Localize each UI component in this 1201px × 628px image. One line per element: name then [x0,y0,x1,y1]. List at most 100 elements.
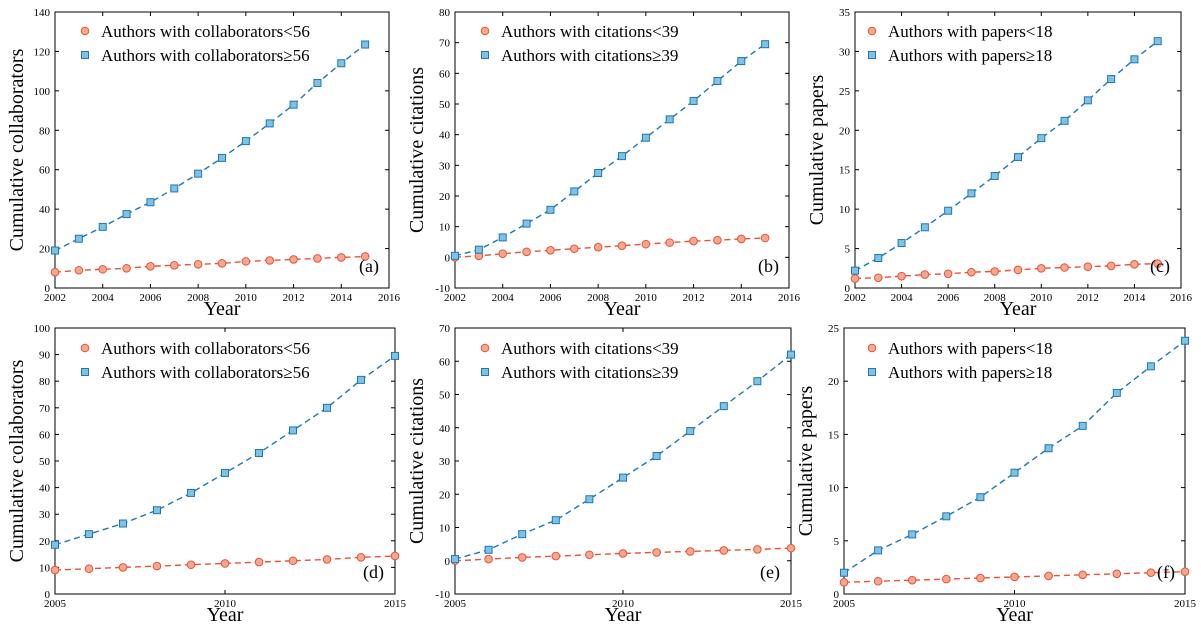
panel-2-ytick-label: 10 [439,222,451,234]
panel-3-series-high-point [944,206,953,215]
panel-4-series-low-point [288,556,298,566]
panel-6-series-high-point [1078,421,1087,430]
panel-3-series-low-point [897,271,906,281]
panel-3-ytick-label: 5 [845,244,851,256]
panel-5-series-low-point [484,554,493,564]
panel-2-series-high-point [594,169,603,177]
panel-3-series-low-point [1130,260,1139,269]
panel-5-legend-marker [480,343,490,353]
panel-4-series-low-point [220,559,230,568]
panel-6-series-high-point [840,568,848,577]
panel-6-xtick-label: 2010 [1004,598,1027,610]
panel-2-legend-marker [481,51,489,59]
panel-6-xtick-label: 2015 [1174,598,1197,610]
panel-4-ytick-label: 0 [45,589,51,601]
panel-1-label: (a) [359,256,379,277]
panel-5-series-high-point [551,516,560,525]
panel-4-ytick-label: 40 [39,483,51,495]
panel-3-xtick-label: 2004 [891,292,914,304]
panel-5-series-high-point [686,427,695,436]
panel-2-legend-entry: Authors with citations<39 [501,22,679,41]
panel-4-series-low-point [322,555,332,564]
panel-2-ytick-label: 70 [439,38,451,50]
panel-2-xtick-label: 2014 [730,292,753,304]
panel-1-ytick-label: 140 [34,7,51,19]
panel-4-series-high-point [255,449,263,458]
panel-6-ytick-label: 5 [834,536,840,548]
panel-3-series-low-point [1013,265,1023,275]
panel-2-ylabel: Cumulative citations [406,67,428,233]
panel-1-series-high-point [337,59,346,68]
panel-2-series-low-point [522,247,531,257]
panel-3-series-high-point [1037,134,1046,143]
panel-5-series-low-point [719,546,729,555]
panel-6-series-low-point [1146,568,1156,578]
panel-2-legend-entry: Authors with citations≥39 [501,46,678,65]
panel-3-series-low-point [873,273,883,283]
panel-1-series-low-point [360,252,370,261]
panel-2-series-low-point [760,233,770,243]
panel-4-ytick-label: 70 [39,403,51,415]
panel-1-xtick-label: 2012 [283,292,305,304]
panel-1-legend-entry: Authors with collaborators≥56 [101,46,310,65]
panel-5-ytick-label: 30 [439,456,451,468]
panel-1-series-high-point [289,100,298,109]
panel-1-series-high-point [265,119,274,128]
panel-3-legend-entry: Authors with papers<18 [888,22,1052,41]
panel-1-series-high-point [74,234,83,243]
panel-3-ytick-label: 30 [839,46,851,58]
panel-3-ytick-label: 20 [839,125,851,137]
panel-4-series-low-point [390,551,400,561]
panel-4-xtick-label: 2005 [44,598,67,610]
panel-2-xtick-label: 2006 [539,292,562,304]
panel-1-ytick-label: 60 [39,165,51,177]
panel-2-xlabel: Year [604,298,641,320]
panel-5-series-low-point [685,547,695,556]
panel-4-series-low-point [186,560,196,570]
panel-4-legend-entry: Authors with collaborators≥56 [101,363,310,382]
panel-3-series-low-point [967,267,976,277]
panel-5-xtick-label: 2015 [780,598,803,610]
panel-4-xlabel: Year [207,604,244,626]
panel-6-series-low-point [1010,572,1019,582]
panel-6-legend-entry: Authors with papers<18 [888,339,1052,358]
panel-1-xtick-label: 2002 [44,292,66,304]
panel-5-ytick-label: 50 [439,390,451,402]
panel-1-series-high-point [51,246,59,255]
panel-6-series-low-point [907,575,917,585]
panel-1-plot-frame [54,11,390,289]
panel-3-plot-frame [854,11,1182,289]
panel-3-series-high-point [1153,37,1162,46]
panel-3-xtick-label: 2006 [937,292,960,304]
panel-1-series-low-point [146,262,155,271]
panel-6-xlabel: Year [996,604,1033,626]
panel-6-legend-marker [868,368,876,376]
panel-4-series-high-point [391,351,399,360]
panel-5-series-high-point [585,495,594,504]
panel-3-series-low-point [920,270,930,279]
panel-5-legend-marker [481,368,489,376]
panel-3-ytick-label: 35 [839,7,851,19]
panel-3-series-high-point [1083,96,1092,105]
panel-3-series-high-point [874,254,883,263]
panel-4-ytick-label: 30 [39,509,51,521]
panel-2-series-high-point [665,115,674,124]
panel-2-series-low-point [641,239,651,249]
panel-1-ytick-label: 100 [34,86,51,98]
panel-4-series-low-point [254,557,264,567]
panel-4-series-high-point [357,375,365,384]
panel-5-series-low-line [454,547,792,562]
panel-2-xtick-label: 2002 [444,292,466,304]
panel-2-ytick-label: 30 [439,160,451,172]
panel-1-series-low-point [217,259,227,268]
panel-5-xtick-label: 2005 [444,598,467,610]
panel-3-xtick-label: 2014 [1123,292,1146,304]
panel-3-ytick-label: 0 [845,283,851,295]
panel-3-series-low-point [1060,263,1069,272]
panel-5-xtick-label: 2010 [612,598,635,610]
panel-5-series-high-point [484,545,493,554]
panel-2-ytick-label: 60 [439,68,451,80]
panel-3-series-low-point [1036,263,1046,273]
panel-1-xtick-label: 2004 [92,292,115,304]
panel-3-legend-entry: Authors with papers≥18 [888,46,1052,65]
